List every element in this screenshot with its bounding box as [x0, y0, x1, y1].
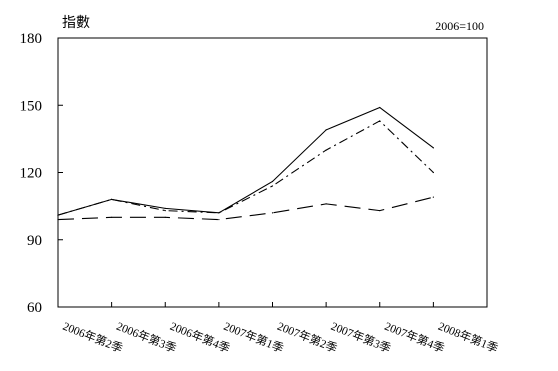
data-point-2-5	[325, 203, 327, 205]
data-point-1-0	[57, 214, 59, 216]
x-tick-label-6: 2007年第4季	[383, 319, 447, 356]
data-point-0-4	[271, 180, 274, 183]
y-tick-label-2: 120	[20, 166, 43, 182]
y-tick-label-3: 150	[20, 98, 43, 114]
data-point-1-6	[379, 120, 381, 122]
data-point-0-2	[164, 207, 166, 209]
data-point-2-2	[164, 216, 166, 218]
x-tick-label-0: 2006年第2季	[61, 319, 125, 356]
x-tick-label-2: 2006年第4季	[168, 319, 232, 356]
data-point-0-7	[432, 147, 434, 149]
data-point-0-6	[379, 106, 381, 109]
data-point-1-4	[271, 185, 274, 187]
y-tick-label-0: 60	[27, 300, 42, 316]
plot-frame	[57, 37, 488, 308]
x-tick-label-1: 2006年第3季	[115, 319, 179, 356]
data-point-2-3	[218, 218, 220, 221]
data-point-2-4	[271, 212, 274, 214]
data-point-0-5	[325, 129, 327, 131]
data-point-2-1	[111, 216, 113, 218]
data-point-2-7	[432, 196, 434, 198]
x-tick-label-7: 2008年第1季	[436, 319, 500, 356]
data-point-1-1	[111, 198, 113, 200]
base-year-note: 2006=100	[435, 19, 484, 33]
axes: 60901201501802006年第2季2006年第3季2006年第4季200…	[20, 31, 501, 356]
data-point-1-3	[218, 212, 220, 214]
x-tick-label-5: 2007年第3季	[329, 319, 393, 356]
series-layer	[57, 106, 434, 221]
y-tick-label-1: 90	[27, 233, 42, 249]
series-line-dash-dot	[57, 120, 434, 216]
y-tick-label-4: 180	[20, 31, 43, 47]
data-point-1-5	[325, 149, 327, 151]
y-axis-label: 指數	[62, 15, 90, 31]
data-point-1-2	[164, 210, 166, 212]
data-point-1-7	[432, 171, 434, 174]
data-point-2-0	[57, 218, 59, 221]
x-tick-label-4: 2007年第2季	[275, 319, 339, 356]
x-tick-label-3: 2007年第1季	[222, 319, 286, 356]
data-point-2-6	[379, 210, 381, 212]
series-line-long-dash	[57, 196, 434, 221]
labels-layer: 指數 2006=100	[62, 15, 484, 33]
